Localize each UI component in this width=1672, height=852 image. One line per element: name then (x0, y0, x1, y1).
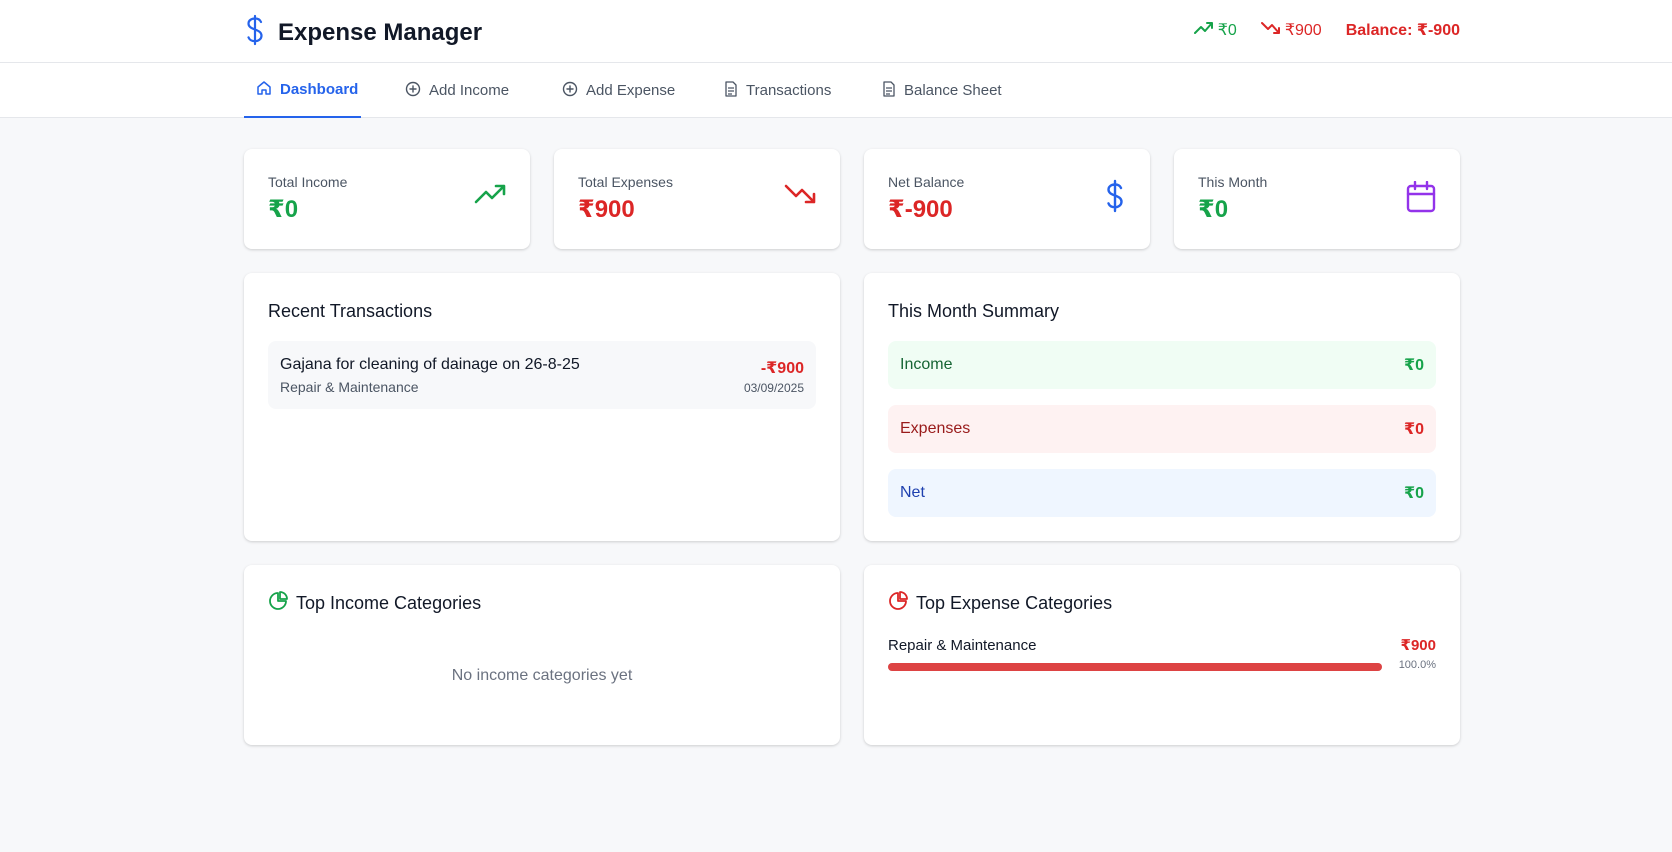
document-icon (882, 80, 896, 101)
app-title: Expense Manager (278, 18, 483, 46)
transaction-date: 03/09/2025 (743, 381, 804, 395)
trending-down-icon (1260, 21, 1281, 40)
card-title-text: Top Income Categories (296, 593, 482, 613)
stat-label: This Month (1198, 174, 1268, 190)
brand: Expense Manager (244, 14, 482, 51)
empty-state: No income categories yet (451, 667, 633, 684)
summary-label: Net (900, 484, 925, 501)
stat-card-expenses: Total Expenses ₹900 (554, 149, 840, 249)
card-title-text: Top Expense Categories (916, 593, 1113, 613)
category-amount: ₹900 (1400, 637, 1436, 654)
header-stats: ₹0 ₹900 Balance: ₹-900 (1193, 20, 1460, 40)
stat-label: Total Expenses (578, 174, 673, 190)
transaction-category: Repair & Maintenance (280, 379, 419, 395)
stat-card-net-balance: Net Balance ₹-900 (864, 149, 1150, 249)
card-title: Top Expense Categories (888, 591, 1112, 616)
stat-label: Net Balance (888, 174, 965, 190)
tab-label: Dashboard (280, 81, 359, 98)
pie-chart-icon (888, 591, 908, 616)
calendar-icon (1406, 180, 1436, 218)
tab-label: Balance Sheet (904, 82, 1002, 99)
trending-up-icon (1193, 21, 1214, 40)
category-percent: 100.0% (1398, 659, 1436, 671)
card-title: Top Income Categories (268, 591, 481, 616)
main-nav: Dashboard Add Income Add Expense Transac… (0, 63, 1672, 118)
category-progress-bar (888, 663, 1382, 671)
tab-label: Transactions (746, 82, 832, 99)
dollar-icon (1104, 179, 1126, 218)
home-icon (256, 80, 272, 100)
summary-label: Expenses (900, 420, 971, 437)
category-name: Repair & Maintenance (888, 637, 1037, 654)
plus-circle-icon (405, 81, 421, 101)
stat-value: ₹900 (578, 196, 635, 223)
transaction-amount: -₹900 (760, 360, 804, 377)
summary-value: ₹0 (1403, 421, 1424, 438)
header-expense-value: ₹900 (1284, 22, 1322, 39)
stat-value: ₹-900 (888, 196, 953, 223)
card-title: This Month Summary (888, 301, 1060, 321)
summary-value: ₹0 (1403, 485, 1424, 502)
month-summary-card: This Month Summary Income ₹0 Expenses ₹0… (864, 273, 1460, 541)
recent-transactions-card: Recent Transactions Gajana for cleaning … (244, 273, 840, 541)
income-categories-card: Top Income Categories No income categori… (244, 565, 840, 745)
pie-chart-icon (268, 591, 288, 616)
tab-transactions[interactable]: Transactions (712, 63, 843, 118)
card-title: Recent Transactions (268, 301, 433, 321)
summary-income-row: Income ₹0 (888, 341, 1436, 389)
stat-value: ₹0 (1198, 196, 1229, 223)
tab-label: Add Income (429, 82, 510, 99)
header-income: ₹0 (1193, 20, 1237, 40)
tab-label: Add Expense (586, 82, 676, 99)
trending-up-icon (474, 183, 506, 210)
transaction-item[interactable]: Gajana for cleaning of dainage on 26-8-2… (268, 341, 816, 409)
tab-balance-sheet[interactable]: Balance Sheet (870, 63, 1014, 118)
stat-card-income: Total Income ₹0 (244, 149, 530, 249)
expense-categories-card: Top Expense Categories Repair & Maintena… (864, 565, 1460, 745)
plus-circle-icon (562, 81, 578, 101)
tab-add-income[interactable]: Add Income (393, 63, 521, 118)
summary-net-row: Net ₹0 (888, 469, 1436, 517)
dollar-icon (244, 14, 266, 51)
stat-card-this-month: This Month ₹0 (1174, 149, 1460, 249)
summary-expenses-row: Expenses ₹0 (888, 405, 1436, 453)
document-icon (724, 80, 738, 101)
stat-label: Total Income (268, 174, 348, 190)
transaction-description: Gajana for cleaning of dainage on 26-8-2… (280, 356, 580, 373)
trending-down-icon (784, 183, 816, 210)
category-progress-fill (888, 663, 1382, 671)
header-income-value: ₹0 (1217, 22, 1237, 39)
header-expense: ₹900 (1260, 20, 1322, 40)
summary-label: Income (900, 356, 953, 373)
header-balance: Balance: ₹-900 (1345, 22, 1460, 39)
tab-dashboard[interactable]: Dashboard (244, 63, 361, 118)
summary-value: ₹0 (1403, 357, 1424, 374)
tab-add-expense[interactable]: Add Expense (550, 63, 687, 118)
stat-value: ₹0 (268, 196, 299, 223)
app-header: Expense Manager ₹0 ₹900 Balance: ₹-900 (0, 0, 1672, 63)
